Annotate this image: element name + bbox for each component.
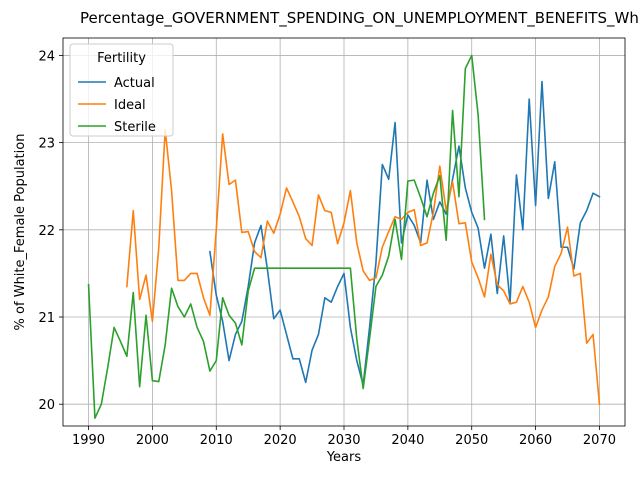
- legend-label-ideal: Ideal: [114, 98, 146, 113]
- x-tick-label: 2060: [519, 433, 552, 448]
- y-axis-label: % of White_Female Population: [13, 134, 28, 331]
- y-tick-label: 20: [38, 398, 55, 413]
- y-tick-label: 21: [38, 311, 55, 326]
- x-tick-label: 2040: [391, 433, 424, 448]
- chart-title: Percentage_GOVERNMENT_SPENDING_ON_UNEMPL…: [80, 9, 640, 28]
- legend: Fertility Actual Ideal Sterile: [70, 44, 173, 136]
- legend-label-actual: Actual: [114, 76, 155, 91]
- x-tick-label: 1990: [72, 433, 105, 448]
- x-tick-label: 2000: [136, 433, 169, 448]
- x-tick-label: 2020: [264, 433, 297, 448]
- x-tick-label: 2030: [327, 433, 360, 448]
- x-tick-label: 2070: [583, 433, 616, 448]
- x-axis-label: Years: [326, 450, 362, 465]
- y-tick-label: 23: [38, 137, 55, 152]
- legend-label-sterile: Sterile: [114, 120, 156, 135]
- y-tick-label: 24: [38, 49, 55, 64]
- y-tick-label: 22: [38, 224, 55, 239]
- legend-title: Fertility: [97, 51, 146, 66]
- x-tick-label: 2050: [455, 433, 488, 448]
- x-tick-label: 2010: [200, 433, 233, 448]
